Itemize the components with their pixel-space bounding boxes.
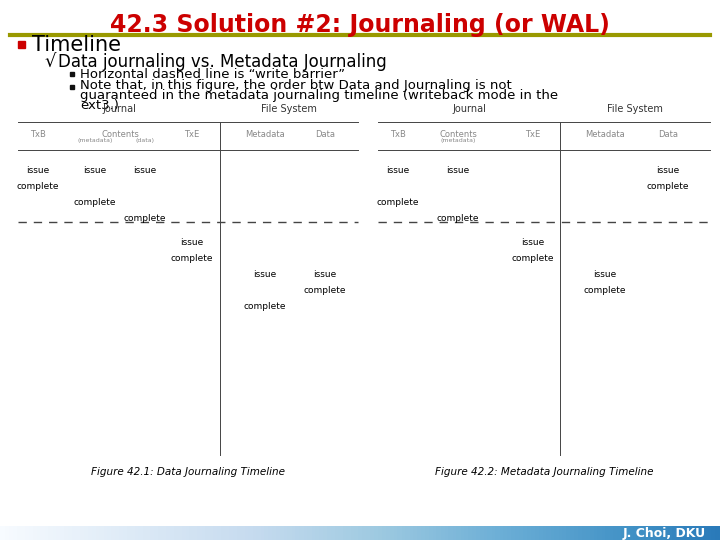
Text: Data: Data	[315, 130, 335, 139]
Text: issue: issue	[27, 166, 50, 175]
Text: issue: issue	[313, 270, 337, 279]
Text: File System: File System	[607, 104, 663, 114]
Text: issue: issue	[593, 270, 616, 279]
Text: √: √	[44, 53, 55, 71]
Text: guaranteed in the metadata journaling timeline (writeback mode in the: guaranteed in the metadata journaling ti…	[80, 90, 558, 103]
Text: J. Choi, DKU: J. Choi, DKU	[623, 526, 706, 539]
Text: Horizontal dashed line is “write barrier”: Horizontal dashed line is “write barrier…	[80, 68, 345, 80]
Text: complete: complete	[304, 286, 346, 295]
Text: Journal: Journal	[102, 104, 136, 114]
Text: Note that, in this figure, the order btw Data and Journaling is not: Note that, in this figure, the order btw…	[80, 79, 512, 92]
Text: complete: complete	[512, 254, 554, 263]
Text: Figure 42.2: Metadata Journaling Timeline: Figure 42.2: Metadata Journaling Timelin…	[435, 467, 653, 477]
Text: Data journaling vs. Metadata Journaling: Data journaling vs. Metadata Journaling	[58, 53, 387, 71]
Text: TxB: TxB	[390, 130, 406, 139]
Text: TxE: TxE	[184, 130, 199, 139]
Text: complete: complete	[437, 214, 480, 223]
Text: issue: issue	[133, 166, 157, 175]
Text: complete: complete	[647, 182, 689, 191]
Text: ext3.): ext3.)	[80, 99, 119, 112]
Text: complete: complete	[377, 198, 419, 207]
Bar	[70, 85, 74, 89]
Text: complete: complete	[73, 198, 116, 207]
Text: complete: complete	[17, 182, 59, 191]
Text: Contents: Contents	[101, 130, 139, 139]
Text: (metadata): (metadata)	[77, 138, 113, 143]
Text: Metadata: Metadata	[245, 130, 285, 139]
Text: issue: issue	[657, 166, 680, 175]
Text: TxE: TxE	[526, 130, 541, 139]
Text: 42.3 Solution #2: Journaling (or WAL): 42.3 Solution #2: Journaling (or WAL)	[110, 13, 610, 37]
Bar	[18, 41, 25, 48]
Text: Data: Data	[658, 130, 678, 139]
Text: Journal: Journal	[452, 104, 486, 114]
Text: complete: complete	[124, 214, 166, 223]
Text: Contents: Contents	[439, 130, 477, 139]
Text: complete: complete	[171, 254, 213, 263]
Text: issue: issue	[446, 166, 469, 175]
Text: complete: complete	[244, 302, 287, 311]
Text: (data): (data)	[135, 138, 155, 143]
Text: (metadata): (metadata)	[441, 138, 476, 143]
Bar	[70, 72, 74, 76]
Text: complete: complete	[584, 286, 626, 295]
Text: Timeline: Timeline	[32, 35, 121, 55]
Text: issue: issue	[253, 270, 276, 279]
Text: issue: issue	[521, 238, 544, 247]
Text: issue: issue	[181, 238, 204, 247]
Text: Metadata: Metadata	[585, 130, 625, 139]
Text: Figure 42.1: Data Journaling Timeline: Figure 42.1: Data Journaling Timeline	[91, 467, 285, 477]
Text: TxB: TxB	[30, 130, 46, 139]
Text: issue: issue	[84, 166, 107, 175]
Text: issue: issue	[387, 166, 410, 175]
Text: File System: File System	[261, 104, 317, 114]
